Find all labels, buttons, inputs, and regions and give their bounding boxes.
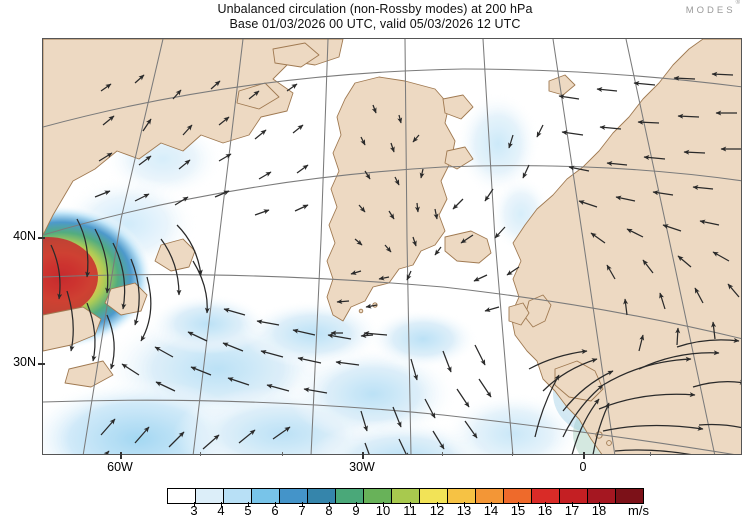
colorbar-units: m/s (628, 503, 649, 518)
colorbar-tick-label-10: 10 (375, 503, 391, 518)
ytick-40n (38, 237, 45, 239)
xtick-label-60w: 60W (107, 460, 133, 474)
wind-vectors (50, 71, 741, 454)
colorbar-bin-5 (308, 489, 336, 503)
colorbar-tick-13 (464, 502, 465, 507)
land-polygons (43, 39, 741, 454)
colorbar-tick-label-7: 7 (298, 503, 306, 518)
colorbar-bin-4 (280, 489, 308, 503)
ytick-label-30n: 30N (13, 355, 36, 369)
colorbar-tick-label-11: 11 (403, 503, 417, 518)
registered-mark: ® (735, 0, 740, 6)
colorbar-tick-label-9: 9 (352, 503, 360, 518)
colorbar-tick-label-6: 6 (271, 503, 279, 518)
colorbar-tick-3 (194, 502, 195, 507)
xtick-0 (583, 452, 585, 459)
modes-logo-text: MODES (685, 5, 736, 17)
colorbar-bin-7 (364, 489, 392, 503)
xtick-30w (362, 452, 364, 459)
colorbar-bin-3 (252, 489, 280, 503)
colorbar-bin-6 (336, 489, 364, 503)
colorbar-tick-14 (491, 502, 492, 507)
colorbar-tick-label-15: 15 (510, 503, 526, 518)
xtick-minor-5 (650, 452, 652, 456)
chart-title-block: Unbalanced circulation (non-Rossby modes… (0, 2, 750, 32)
colorbar-tick-label-12: 12 (429, 503, 445, 518)
modes-logo: MODES® (685, 0, 740, 17)
ytick-30n (38, 363, 45, 365)
map-plot-area (42, 38, 742, 455)
colorbar-tick-label-16: 16 (537, 503, 553, 518)
chart-title-line-2: Base 01/03/2026 00 UTC, valid 05/03/2026… (229, 17, 521, 31)
colorbar-tick-8 (329, 502, 330, 507)
colorbar-tick-4 (221, 502, 222, 507)
colorbar-bin-13 (532, 489, 560, 503)
xtick-minor-4 (512, 452, 514, 456)
colorbar-bin-9 (420, 489, 448, 503)
xtick-label-30w: 30W (349, 460, 375, 474)
colorbar-bin-15 (588, 489, 616, 503)
colorbar-tick-7 (302, 502, 303, 507)
colorbar-tick-18 (599, 502, 600, 507)
colorbar-bin-14 (560, 489, 588, 503)
xtick-minor-2 (282, 452, 284, 456)
colorbar-tick-11 (410, 502, 411, 507)
plot-frame (42, 38, 742, 455)
xtick-label-0: 0 (579, 460, 587, 474)
colorbar-tick-label-8: 8 (325, 503, 333, 518)
colorbar-bin-10 (448, 489, 476, 503)
colorbar-bin-1 (196, 489, 224, 503)
map-canvas (43, 39, 741, 454)
xtick-minor-3 (442, 452, 444, 456)
colorbar-bin-0 (168, 489, 196, 503)
colorbar-tick-5 (248, 502, 249, 507)
colorbar-bin-2 (224, 489, 252, 503)
colorbar-tick-label-18: 18 (591, 503, 607, 518)
colorbar-bin-12 (504, 489, 532, 503)
colorbar-tick-15 (518, 502, 519, 507)
colorbar-tick-label-13: 13 (456, 503, 472, 518)
colorbar-bin-16 (616, 489, 643, 503)
ytick-label-40n: 40N (13, 229, 36, 243)
xtick-minor-1 (200, 452, 202, 456)
colorbar-tick-9 (356, 502, 357, 507)
colorbar-tick-label-14: 14 (483, 503, 499, 518)
colorbar (167, 488, 644, 504)
colorbar-tick-6 (275, 502, 276, 507)
colorbar-tick-16 (545, 502, 546, 507)
colorbar-labels: 3 4 5 6 7 8 9 10 11 12 13 14 15 16 17 18 (0, 503, 750, 521)
chart-title-line-1: Unbalanced circulation (non-Rossby modes… (217, 2, 533, 16)
colorbar-bin-11 (476, 489, 504, 503)
colorbar-bin-8 (392, 489, 420, 503)
colorbar-tick-12 (437, 502, 438, 507)
colorbar-tick-label-3: 3 (190, 503, 198, 518)
colorbar-tick-label-5: 5 (244, 503, 252, 518)
colorbar-tick-label-4: 4 (217, 503, 225, 518)
colorbar-tick-10 (383, 502, 384, 507)
colorbar-tick-label-17: 17 (564, 503, 580, 518)
colorbar-tick-17 (572, 502, 573, 507)
xtick-60w (120, 452, 122, 459)
